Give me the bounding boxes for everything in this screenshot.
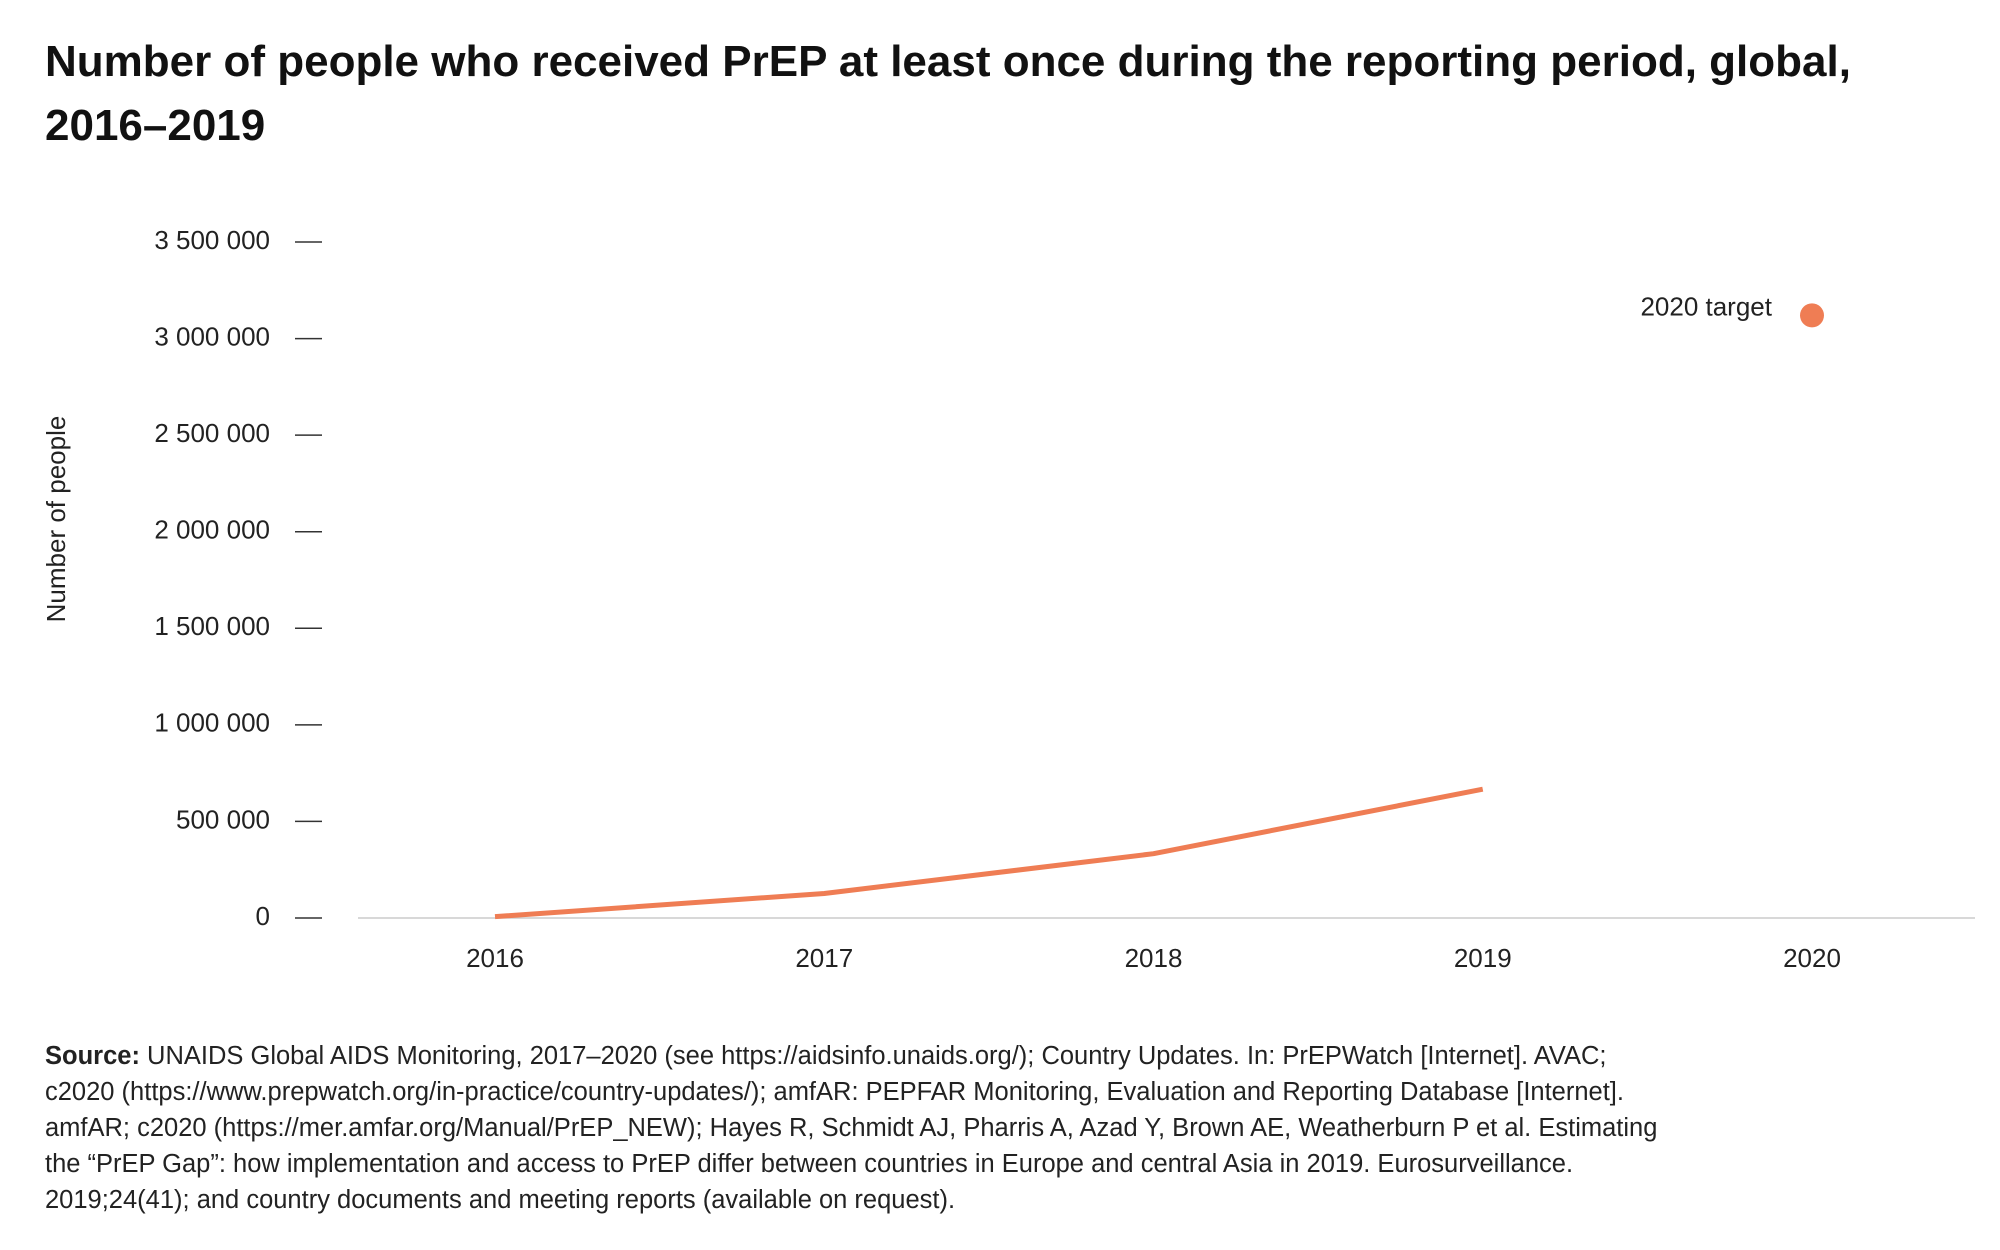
- x-tick-label: 2017: [795, 943, 853, 973]
- source-text: UNAIDS Global AIDS Monitoring, 2017–2020…: [147, 1042, 1607, 1070]
- x-tick-label: 2018: [1125, 943, 1183, 973]
- source-text: 2019;24(41); and country documents and m…: [45, 1186, 956, 1214]
- line: [494, 786, 1484, 920]
- y-tick-label: 3 500 000: [154, 225, 270, 255]
- x-tick-label: 2016: [466, 943, 524, 973]
- source: Source: UNAIDS Global AIDS Monitoring, 2…: [45, 1038, 1657, 1218]
- source-text: amfAR; c2020 (https://mer.amfar.org/Manu…: [45, 1114, 1658, 1142]
- target-point: [1800, 303, 1824, 328]
- y-tick-label: 1 500 000: [154, 611, 270, 641]
- y-tick-label: 3 000 000: [154, 321, 270, 351]
- source-line: 2019;24(41); and country documents and m…: [45, 1182, 1657, 1218]
- x-tick-label: 2020: [1783, 943, 1841, 973]
- y-tick-label: 1 000 000: [154, 708, 270, 738]
- source-line: Source: UNAIDS Global AIDS Monitoring, 2…: [45, 1038, 1657, 1074]
- y-tick-label: 2 000 000: [154, 515, 270, 545]
- x-tick-label: 2019: [1454, 943, 1512, 973]
- chart-title: Number of people who received PrEP at le…: [45, 37, 1851, 150]
- target-label: 2020 target: [1640, 291, 1772, 321]
- y-axis-label: Number of people: [41, 416, 71, 623]
- source-text: c2020 (https://www.prepwatch.org/in-prac…: [45, 1078, 1624, 1106]
- source-line: amfAR; c2020 (https://mer.amfar.org/Manu…: [45, 1110, 1657, 1146]
- y-tick-label: 500 000: [176, 804, 270, 834]
- source-line: c2020 (https://www.prepwatch.org/in-prac…: [45, 1074, 1657, 1110]
- y-tick-label: 2 500 000: [154, 418, 270, 448]
- source-text: the “PrEP Gap”: how implementation and a…: [45, 1150, 1574, 1178]
- y-tick-label: 0: [256, 901, 270, 931]
- source-label: Source:: [45, 1042, 140, 1070]
- source-line: the “PrEP Gap”: how implementation and a…: [45, 1146, 1657, 1182]
